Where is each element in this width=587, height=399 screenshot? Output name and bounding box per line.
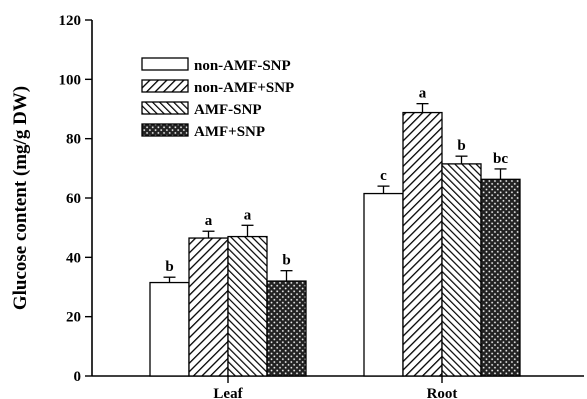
y-tick-label: 120 <box>59 13 82 29</box>
significance-letter: a <box>419 86 427 102</box>
significance-letter: b <box>282 253 290 269</box>
y-axis-label: Glucose content (mg/g DW) <box>10 86 31 310</box>
bar-root-0 <box>363 192 404 377</box>
y-tick-label: 60 <box>66 191 81 207</box>
bar-leaf-3 <box>266 280 307 377</box>
significance-letter: a <box>205 213 213 229</box>
x-tick-label-root: Root <box>427 386 458 399</box>
bar-root-3 <box>480 178 521 377</box>
bar-leaf-0 <box>149 281 190 377</box>
y-tick-label: 40 <box>66 250 81 266</box>
x-tick-label-leaf: Leaf <box>213 386 243 399</box>
legend-label-3: AMF+SNP <box>194 124 265 140</box>
legend-label-1: non-AMF+SNP <box>194 80 294 96</box>
y-axis: 0 20 40 60 80 100 120 <box>59 13 93 385</box>
bar-leaf-1 <box>188 237 229 377</box>
significance-letter: b <box>457 138 465 154</box>
y-tick-label: 80 <box>66 132 81 148</box>
significance-letter: b <box>165 259 173 275</box>
bar-root-1 <box>402 111 443 377</box>
significance-letter: bc <box>493 151 508 167</box>
legend-swatch-2 <box>141 101 189 115</box>
x-axis: Leaf Root <box>92 375 584 399</box>
significance-letter: a <box>244 207 252 223</box>
y-tick-label: 20 <box>66 310 81 326</box>
y-tick-label: 0 <box>74 369 82 385</box>
significance-letter: c <box>380 168 387 184</box>
legend-label-2: AMF-SNP <box>194 102 262 118</box>
legend-swatch-1 <box>141 79 189 93</box>
legend-label-0: non-AMF-SNP <box>194 58 291 74</box>
y-tick-label: 100 <box>59 72 82 88</box>
bar-leaf-2 <box>227 235 268 377</box>
legend-swatch-3 <box>141 123 189 137</box>
bar-root-2 <box>441 163 482 377</box>
legend: non-AMF-SNP non-AMF+SNP AMF-SNP AMF+SNP <box>141 57 294 140</box>
legend-swatch-0 <box>141 57 189 71</box>
